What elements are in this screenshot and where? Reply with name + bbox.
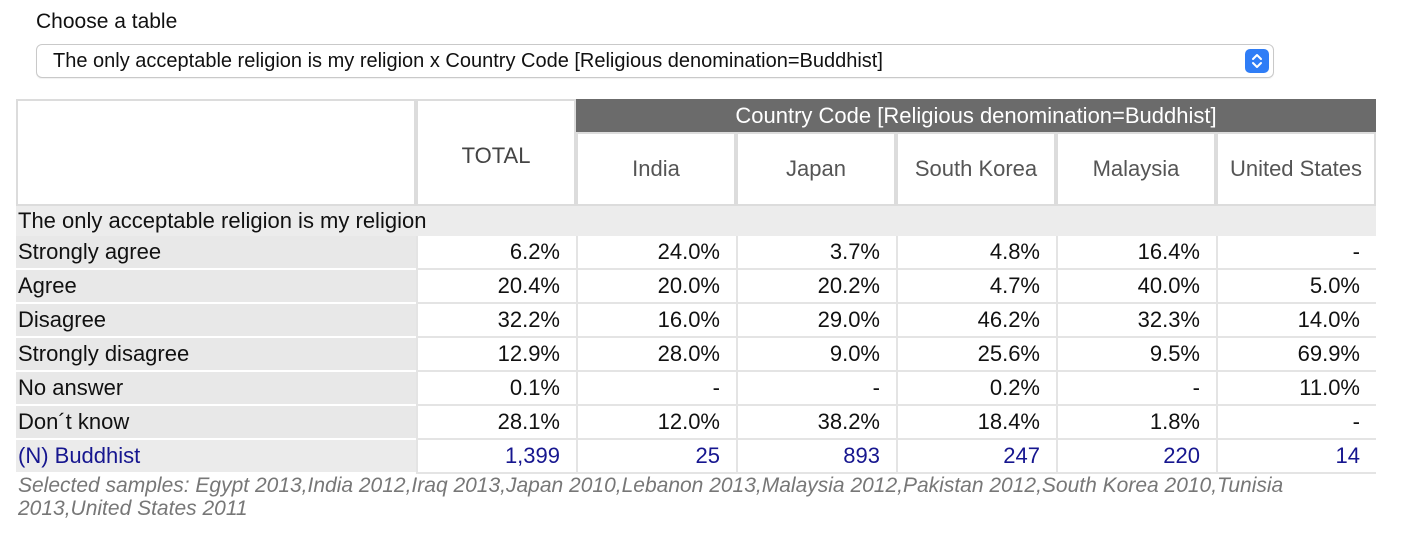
table-cell: 46.2% bbox=[896, 304, 1056, 338]
table-cell: 4.7% bbox=[896, 270, 1056, 304]
country-header-japan: Japan bbox=[736, 132, 896, 206]
table-cell: 69.9% bbox=[1216, 338, 1376, 372]
row-label: Don´t know bbox=[16, 406, 416, 440]
total-column-header: TOTAL bbox=[416, 99, 576, 206]
table-cell: 16.0% bbox=[576, 304, 736, 338]
table-cell: 28.1% bbox=[416, 406, 576, 440]
table-cell: 32.3% bbox=[1056, 304, 1216, 338]
table-cell: - bbox=[1216, 236, 1376, 270]
row-label: Strongly agree bbox=[16, 236, 416, 270]
country-group-header: Country Code [Religious denomination=Bud… bbox=[576, 99, 1376, 132]
table-cell: 32.2% bbox=[416, 304, 576, 338]
n-cell: 893 bbox=[736, 440, 896, 474]
n-total-row: (N) Buddhist 1,399 25 893 247 220 14 bbox=[16, 440, 1376, 474]
section-row: The only acceptable religion is my relig… bbox=[16, 206, 1376, 236]
table-cell: - bbox=[736, 372, 896, 406]
table-row: No answer 0.1% - - 0.2% - 11.0% bbox=[16, 372, 1376, 406]
n-cell: 220 bbox=[1056, 440, 1216, 474]
table-cell: 20.4% bbox=[416, 270, 576, 304]
table-cell: 28.0% bbox=[576, 338, 736, 372]
country-header-india: India bbox=[576, 132, 736, 206]
table-cell: 14.0% bbox=[1216, 304, 1376, 338]
table-cell: 9.0% bbox=[736, 338, 896, 372]
section-title: The only acceptable religion is my relig… bbox=[16, 206, 1376, 236]
row-label: No answer bbox=[16, 372, 416, 406]
table-cell: 29.0% bbox=[736, 304, 896, 338]
table-row: Disagree 32.2% 16.0% 29.0% 46.2% 32.3% 1… bbox=[16, 304, 1376, 338]
n-cell: 1,399 bbox=[416, 440, 576, 474]
selected-samples-footnote: Selected samples: Egypt 2013,India 2012,… bbox=[18, 474, 1284, 520]
table-cell: 11.0% bbox=[1216, 372, 1376, 406]
table-cell: 38.2% bbox=[736, 406, 896, 440]
table-cell: 40.0% bbox=[1056, 270, 1216, 304]
table-cell: 6.2% bbox=[416, 236, 576, 270]
table-cell: 12.9% bbox=[416, 338, 576, 372]
choose-table-label: Choose a table bbox=[36, 10, 178, 33]
n-cell: 25 bbox=[576, 440, 736, 474]
table-cell: - bbox=[1216, 406, 1376, 440]
table-row: Agree 20.4% 20.0% 20.2% 4.7% 40.0% 5.0% bbox=[16, 270, 1376, 304]
table-cell: 3.7% bbox=[736, 236, 896, 270]
row-label: Agree bbox=[16, 270, 416, 304]
table-select-dropdown[interactable]: The only acceptable religion is my relig… bbox=[36, 44, 1274, 78]
n-cell: 14 bbox=[1216, 440, 1376, 474]
n-row-label: (N) Buddhist bbox=[16, 440, 416, 474]
table-select-value: The only acceptable religion is my relig… bbox=[53, 50, 883, 72]
country-header-south-korea: South Korea bbox=[896, 132, 1056, 206]
table-cell: 9.5% bbox=[1056, 338, 1216, 372]
chevron-up-down-icon bbox=[1245, 49, 1269, 73]
table-row: Strongly agree 6.2% 24.0% 3.7% 4.8% 16.4… bbox=[16, 236, 1376, 270]
table-cell: 4.8% bbox=[896, 236, 1056, 270]
table-cell: 18.4% bbox=[896, 406, 1056, 440]
table-cell: - bbox=[576, 372, 736, 406]
n-cell: 247 bbox=[896, 440, 1056, 474]
table-row: Strongly disagree 12.9% 28.0% 9.0% 25.6%… bbox=[16, 338, 1376, 372]
country-header-malaysia: Malaysia bbox=[1056, 132, 1216, 206]
table-cell: - bbox=[1056, 372, 1216, 406]
table-cell: 0.2% bbox=[896, 372, 1056, 406]
table-cell: 12.0% bbox=[576, 406, 736, 440]
row-label: Disagree bbox=[16, 304, 416, 338]
crosstab-table: TOTAL Country Code [Religious denominati… bbox=[16, 99, 1376, 474]
country-header-united-states: United States bbox=[1216, 132, 1376, 206]
table-cell: 0.1% bbox=[416, 372, 576, 406]
row-label: Strongly disagree bbox=[16, 338, 416, 372]
table-cell: 1.8% bbox=[1056, 406, 1216, 440]
table-cell: 5.0% bbox=[1216, 270, 1376, 304]
table-cell: 25.6% bbox=[896, 338, 1056, 372]
table-cell: 16.4% bbox=[1056, 236, 1216, 270]
table-cell: 24.0% bbox=[576, 236, 736, 270]
table-row: Don´t know 28.1% 12.0% 38.2% 18.4% 1.8% … bbox=[16, 406, 1376, 440]
table-cell: 20.0% bbox=[576, 270, 736, 304]
corner-header-cell bbox=[16, 99, 416, 206]
table-cell: 20.2% bbox=[736, 270, 896, 304]
